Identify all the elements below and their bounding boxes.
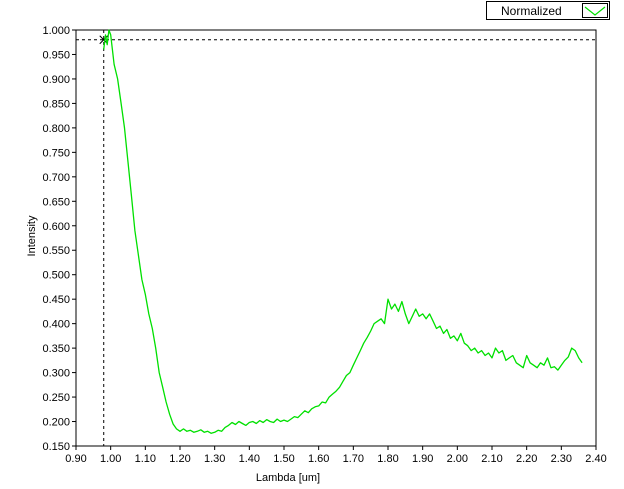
y-tick-label: 0.900 bbox=[42, 74, 70, 86]
y-tick-label: 0.400 bbox=[42, 319, 70, 331]
x-tick-label: 1.60 bbox=[308, 453, 329, 465]
plot-area bbox=[75, 29, 597, 447]
legend[interactable]: Normalized bbox=[486, 1, 610, 20]
y-tick-label: 0.350 bbox=[42, 343, 70, 355]
x-tick-label: 1.00 bbox=[100, 453, 121, 465]
y-tick-label: 0.250 bbox=[42, 392, 70, 404]
x-tick-label: 0.90 bbox=[65, 453, 86, 465]
y-tick-label: 0.300 bbox=[42, 368, 70, 380]
y-tick-label: 0.700 bbox=[42, 172, 70, 184]
y-tick-label: 0.150 bbox=[42, 441, 70, 453]
legend-swatch-normalized bbox=[582, 3, 608, 18]
y-tick-label: 1.000 bbox=[42, 25, 70, 37]
x-tick-label: 2.00 bbox=[447, 453, 468, 465]
y-tick-label: 0.650 bbox=[42, 196, 70, 208]
y-tick-label: 0.200 bbox=[42, 417, 70, 429]
y-tick-label: 0.850 bbox=[42, 98, 70, 110]
x-axis-ticks: 0.90 1.00 1.10 1.20 1.30 1.40 1.50 1.60 1.70 1.80… bbox=[65, 446, 607, 465]
y-tick-label: 0.750 bbox=[42, 147, 70, 159]
x-axis-title: Lambda [um] bbox=[256, 472, 320, 484]
legend-swatch-line bbox=[584, 6, 606, 16]
x-tick-label: 1.40 bbox=[239, 453, 260, 465]
x-tick-label: 1.30 bbox=[204, 453, 225, 465]
y-tick-label: 0.600 bbox=[42, 221, 70, 233]
x-tick-label: 1.20 bbox=[169, 453, 190, 465]
x-tick-label: 1.90 bbox=[412, 453, 433, 465]
y-axis-title: Intensity bbox=[26, 215, 38, 256]
x-tick-label: 1.80 bbox=[377, 453, 398, 465]
y-axis-ticks: 0.150 0.200 0.250 0.300 0.350 0.400 0.450 0.500… bbox=[42, 25, 76, 453]
x-tick-label: 2.10 bbox=[481, 453, 502, 465]
legend-label-normalized: Normalized bbox=[501, 4, 562, 18]
x-tick-label: 1.70 bbox=[343, 453, 364, 465]
y-tick-label: 0.800 bbox=[42, 123, 70, 135]
y-tick-label: 0.450 bbox=[42, 294, 70, 306]
x-tick-label: 2.30 bbox=[551, 453, 572, 465]
x-tick-label: 1.10 bbox=[135, 453, 156, 465]
x-tick-label: 1.50 bbox=[273, 453, 294, 465]
x-tick-label: 2.40 bbox=[585, 453, 606, 465]
y-tick-label: 0.950 bbox=[42, 49, 70, 61]
series-layer bbox=[103, 29, 583, 434]
x-tick-label: 2.20 bbox=[516, 453, 537, 465]
series-line-normalized bbox=[103, 29, 583, 434]
y-tick-label: 0.550 bbox=[42, 245, 70, 257]
y-tick-label: 0.500 bbox=[42, 270, 70, 282]
